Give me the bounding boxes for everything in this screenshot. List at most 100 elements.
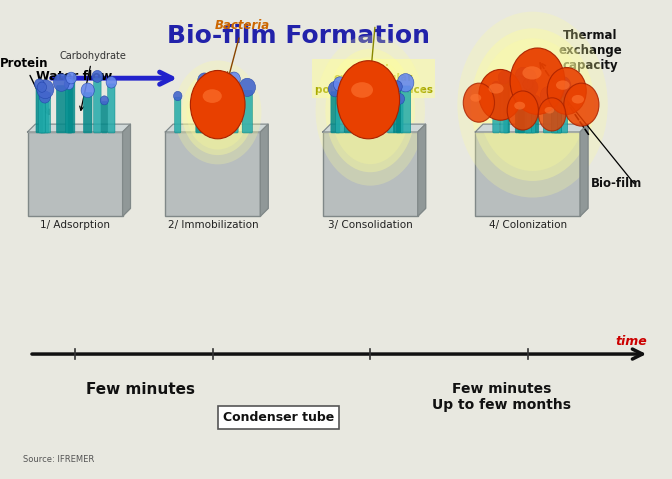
Ellipse shape bbox=[200, 81, 215, 98]
FancyBboxPatch shape bbox=[206, 98, 215, 133]
FancyBboxPatch shape bbox=[504, 78, 509, 133]
Ellipse shape bbox=[331, 57, 409, 164]
Ellipse shape bbox=[65, 80, 73, 88]
Ellipse shape bbox=[190, 70, 245, 139]
FancyBboxPatch shape bbox=[531, 103, 539, 133]
Ellipse shape bbox=[458, 11, 607, 197]
Text: Carbohydrate: Carbohydrate bbox=[59, 51, 126, 110]
Bar bbox=[28, 132, 122, 216]
FancyBboxPatch shape bbox=[350, 85, 358, 133]
Ellipse shape bbox=[369, 78, 380, 89]
Ellipse shape bbox=[556, 80, 570, 90]
Ellipse shape bbox=[194, 88, 207, 103]
FancyBboxPatch shape bbox=[204, 103, 212, 133]
FancyBboxPatch shape bbox=[401, 86, 411, 133]
Ellipse shape bbox=[370, 93, 384, 108]
Ellipse shape bbox=[173, 91, 182, 101]
Ellipse shape bbox=[106, 77, 117, 88]
Bar bbox=[475, 132, 580, 216]
Ellipse shape bbox=[66, 72, 77, 84]
Ellipse shape bbox=[523, 69, 536, 84]
Text: 4/ Colonization: 4/ Colonization bbox=[489, 220, 566, 230]
Text: time: time bbox=[616, 335, 647, 348]
Ellipse shape bbox=[329, 81, 343, 97]
Ellipse shape bbox=[479, 69, 522, 120]
Text: Protein: Protein bbox=[0, 57, 49, 114]
FancyBboxPatch shape bbox=[175, 97, 181, 133]
Ellipse shape bbox=[564, 83, 599, 126]
FancyBboxPatch shape bbox=[500, 80, 508, 133]
Text: Bio-film Formation: Bio-film Formation bbox=[167, 24, 429, 48]
FancyBboxPatch shape bbox=[526, 79, 534, 133]
Ellipse shape bbox=[491, 81, 501, 91]
Text: EPS :
extra-cellular
polymer substances: EPS : extra-cellular polymer substances bbox=[314, 62, 433, 95]
Ellipse shape bbox=[210, 93, 222, 106]
Ellipse shape bbox=[100, 96, 108, 105]
Ellipse shape bbox=[394, 93, 405, 104]
Bar bbox=[323, 132, 418, 216]
Text: Bio-film: Bio-film bbox=[591, 177, 642, 190]
Ellipse shape bbox=[174, 60, 261, 164]
Ellipse shape bbox=[333, 77, 347, 91]
Ellipse shape bbox=[544, 107, 554, 114]
Ellipse shape bbox=[524, 80, 538, 95]
Ellipse shape bbox=[392, 81, 403, 92]
FancyBboxPatch shape bbox=[66, 86, 73, 133]
Ellipse shape bbox=[203, 89, 222, 103]
FancyBboxPatch shape bbox=[518, 79, 528, 133]
FancyBboxPatch shape bbox=[200, 83, 209, 133]
Ellipse shape bbox=[228, 72, 241, 86]
Ellipse shape bbox=[489, 83, 503, 93]
FancyBboxPatch shape bbox=[217, 98, 223, 133]
Ellipse shape bbox=[81, 83, 94, 98]
Ellipse shape bbox=[198, 73, 211, 88]
Ellipse shape bbox=[547, 68, 586, 114]
Ellipse shape bbox=[358, 84, 368, 95]
FancyBboxPatch shape bbox=[39, 89, 45, 133]
Ellipse shape bbox=[204, 88, 218, 103]
FancyBboxPatch shape bbox=[527, 90, 536, 133]
FancyBboxPatch shape bbox=[344, 98, 353, 133]
Ellipse shape bbox=[207, 93, 219, 106]
FancyBboxPatch shape bbox=[493, 88, 499, 133]
Text: Thermal
exchange
capacity: Thermal exchange capacity bbox=[558, 29, 622, 72]
Ellipse shape bbox=[538, 98, 566, 131]
Ellipse shape bbox=[514, 102, 525, 110]
FancyBboxPatch shape bbox=[209, 102, 217, 133]
Polygon shape bbox=[418, 124, 425, 216]
Text: Source: IFREMER: Source: IFREMER bbox=[23, 455, 94, 464]
FancyBboxPatch shape bbox=[83, 92, 92, 133]
FancyBboxPatch shape bbox=[68, 80, 75, 133]
Ellipse shape bbox=[217, 83, 226, 93]
Text: Few minutes
Up to few months: Few minutes Up to few months bbox=[432, 382, 571, 412]
FancyBboxPatch shape bbox=[544, 99, 554, 133]
Ellipse shape bbox=[554, 76, 571, 95]
Ellipse shape bbox=[351, 82, 373, 98]
Ellipse shape bbox=[53, 74, 69, 91]
Polygon shape bbox=[28, 124, 130, 132]
Text: Bacteria: Bacteria bbox=[214, 20, 269, 77]
Ellipse shape bbox=[348, 77, 360, 90]
FancyBboxPatch shape bbox=[218, 90, 225, 133]
FancyBboxPatch shape bbox=[41, 99, 48, 133]
Ellipse shape bbox=[37, 80, 54, 99]
Ellipse shape bbox=[202, 93, 214, 108]
Ellipse shape bbox=[337, 61, 400, 139]
FancyBboxPatch shape bbox=[196, 98, 205, 133]
Ellipse shape bbox=[515, 67, 531, 84]
Ellipse shape bbox=[572, 95, 584, 103]
Ellipse shape bbox=[92, 70, 103, 82]
Ellipse shape bbox=[522, 66, 542, 80]
Ellipse shape bbox=[471, 28, 594, 181]
Ellipse shape bbox=[186, 75, 249, 149]
Ellipse shape bbox=[503, 73, 511, 81]
FancyBboxPatch shape bbox=[370, 85, 378, 133]
Ellipse shape bbox=[182, 70, 253, 155]
FancyBboxPatch shape bbox=[373, 103, 381, 133]
Text: Few minutes: Few minutes bbox=[86, 382, 195, 397]
Ellipse shape bbox=[342, 89, 355, 103]
Ellipse shape bbox=[239, 78, 255, 96]
Ellipse shape bbox=[552, 85, 563, 97]
FancyBboxPatch shape bbox=[355, 85, 365, 133]
Ellipse shape bbox=[540, 86, 556, 104]
